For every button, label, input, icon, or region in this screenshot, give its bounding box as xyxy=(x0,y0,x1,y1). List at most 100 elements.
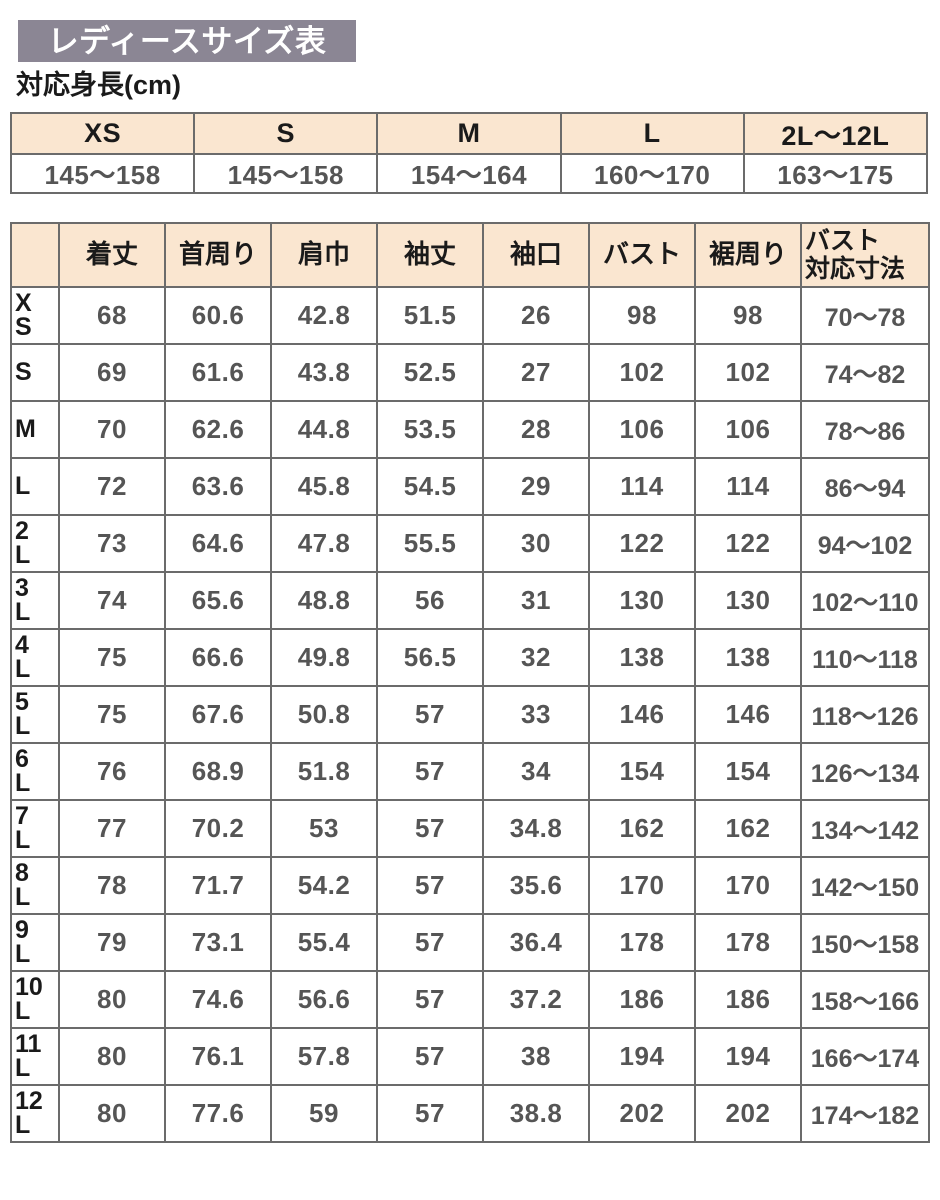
measurement-cell: 146 xyxy=(588,685,696,744)
measurement-cell: 194 xyxy=(694,1027,802,1086)
measurement-cell: 162 xyxy=(694,799,802,858)
measurement-cell: 37.2 xyxy=(482,970,590,1029)
bust-fit-cell: 118〜126 xyxy=(800,685,930,744)
table-row: 5 L 75 67.6 50.8 57 33 146 146 118〜126 xyxy=(10,685,930,744)
measurement-cell: 51.5 xyxy=(376,286,484,345)
measurement-cell: 114 xyxy=(588,457,696,516)
height-header-cell-2l-12l: 2L〜12L xyxy=(742,112,929,155)
height-table-value-row: 145〜158 145〜158 154〜164 160〜170 163〜175 xyxy=(9,153,929,194)
table-row: M 70 62.6 44.8 53.5 28 106 106 78〜86 xyxy=(10,400,930,459)
height-value-cell-2l-12l: 163〜175 xyxy=(742,153,929,194)
measurement-cell: 57 xyxy=(376,1027,484,1086)
measurement-cell: 186 xyxy=(694,970,802,1029)
measurement-header-bust-fit: バスト 対応寸法 xyxy=(800,222,930,288)
measurement-cell: 57 xyxy=(376,742,484,801)
measurement-cell: 34 xyxy=(482,742,590,801)
bust-fit-line1: バスト xyxy=(805,227,881,255)
bust-fit-cell: 94〜102 xyxy=(800,514,930,573)
size-label-line2: L xyxy=(15,939,31,968)
page-title: レディースサイズ表 xyxy=(47,23,327,59)
measurement-cell: 146 xyxy=(694,685,802,744)
measurement-cell: 50.8 xyxy=(270,685,378,744)
bust-fit-cell: 78〜86 xyxy=(800,400,930,459)
size-label-line1: 12 xyxy=(15,1086,43,1115)
measurement-cell: 60.6 xyxy=(164,286,272,345)
size-label-line2: L xyxy=(15,825,31,854)
measurement-cell: 27 xyxy=(482,343,590,402)
measurement-cell: 77.6 xyxy=(164,1084,272,1143)
size-label-line2: L xyxy=(15,711,31,740)
measurement-cell: 49.8 xyxy=(270,628,378,687)
bust-fit-cell: 158〜166 xyxy=(800,970,930,1029)
size-label-line2: L xyxy=(15,540,31,569)
measurement-cell: 122 xyxy=(588,514,696,573)
measurement-cell: 70.2 xyxy=(164,799,272,858)
table-row: 11 L 80 76.1 57.8 57 38 194 194 166〜174 xyxy=(10,1027,930,1086)
measurement-cell: 76.1 xyxy=(164,1027,272,1086)
table-row: 3 L 74 65.6 48.8 56 31 130 130 102〜110 xyxy=(10,571,930,630)
measurement-cell: 55.4 xyxy=(270,913,378,972)
measurement-cell: 32 xyxy=(482,628,590,687)
measurement-cell: 38.8 xyxy=(482,1084,590,1143)
measurement-cell: 170 xyxy=(588,856,696,915)
measurement-cell: 75 xyxy=(58,628,166,687)
measurement-cell: 47.8 xyxy=(270,514,378,573)
size-label-line2: L xyxy=(15,654,31,683)
size-label-line1: 9 xyxy=(15,915,29,944)
measurement-cell: 67.6 xyxy=(164,685,272,744)
measurement-cell: 80 xyxy=(58,1027,166,1086)
size-label-line1: X xyxy=(15,288,32,317)
measurement-header-sodetake: 袖丈 xyxy=(376,222,484,288)
measurement-cell: 69 xyxy=(58,343,166,402)
measurement-cell: 59 xyxy=(270,1084,378,1143)
measurement-cell: 106 xyxy=(588,400,696,459)
height-value-cell-l: 160〜170 xyxy=(559,153,745,194)
bust-fit-cell: 70〜78 xyxy=(800,286,930,345)
measurement-cell: 76 xyxy=(58,742,166,801)
measurement-cell: 36.4 xyxy=(482,913,590,972)
size-label-line1: M xyxy=(15,414,36,443)
table-row: 8 L 78 71.7 54.2 57 35.6 170 170 142〜150 xyxy=(10,856,930,915)
measurement-cell: 54.2 xyxy=(270,856,378,915)
measurement-cell: 138 xyxy=(694,628,802,687)
measurement-cell: 63.6 xyxy=(164,457,272,516)
measurement-cell: 154 xyxy=(694,742,802,801)
measurement-cell: 122 xyxy=(694,514,802,573)
measurement-cell: 170 xyxy=(694,856,802,915)
measurement-cell: 64.6 xyxy=(164,514,272,573)
measurement-cell: 74.6 xyxy=(164,970,272,1029)
measurement-cell: 186 xyxy=(588,970,696,1029)
table-row: S 69 61.6 43.8 52.5 27 102 102 74〜82 xyxy=(10,343,930,402)
bust-fit-cell: 142〜150 xyxy=(800,856,930,915)
measurement-header-sodeguchi: 袖口 xyxy=(482,222,590,288)
measurement-cell: 72 xyxy=(58,457,166,516)
height-value-cell-m: 154〜164 xyxy=(376,153,562,194)
size-label-cell: 12 L xyxy=(10,1084,60,1143)
measurement-header-row: 着丈 首周り 肩巾 袖丈 袖口 バスト 裾周り バスト 対応寸法 xyxy=(10,222,930,288)
size-label-cell: 11 L xyxy=(10,1027,60,1086)
measurement-header-kubimawari: 首周り xyxy=(164,222,272,288)
bust-fit-cell: 74〜82 xyxy=(800,343,930,402)
size-label-line1: 4 xyxy=(15,630,29,659)
measurement-cell: 62.6 xyxy=(164,400,272,459)
measurement-cell: 77 xyxy=(58,799,166,858)
measurement-cell: 42.8 xyxy=(270,286,378,345)
size-label-line2: L xyxy=(15,996,31,1025)
bust-fit-cell: 174〜182 xyxy=(800,1084,930,1143)
measurement-cell: 154 xyxy=(588,742,696,801)
measurement-cell: 45.8 xyxy=(270,457,378,516)
measurement-cell: 38 xyxy=(482,1027,590,1086)
table-row: L 72 63.6 45.8 54.5 29 114 114 86〜94 xyxy=(10,457,930,516)
measurement-cell: 102 xyxy=(588,343,696,402)
size-label-line1: 11 xyxy=(15,1029,42,1058)
size-label-line1: L xyxy=(15,471,31,500)
measurement-cell: 79 xyxy=(58,913,166,972)
measurement-cell: 61.6 xyxy=(164,343,272,402)
size-label-line1: 2 xyxy=(15,516,29,545)
